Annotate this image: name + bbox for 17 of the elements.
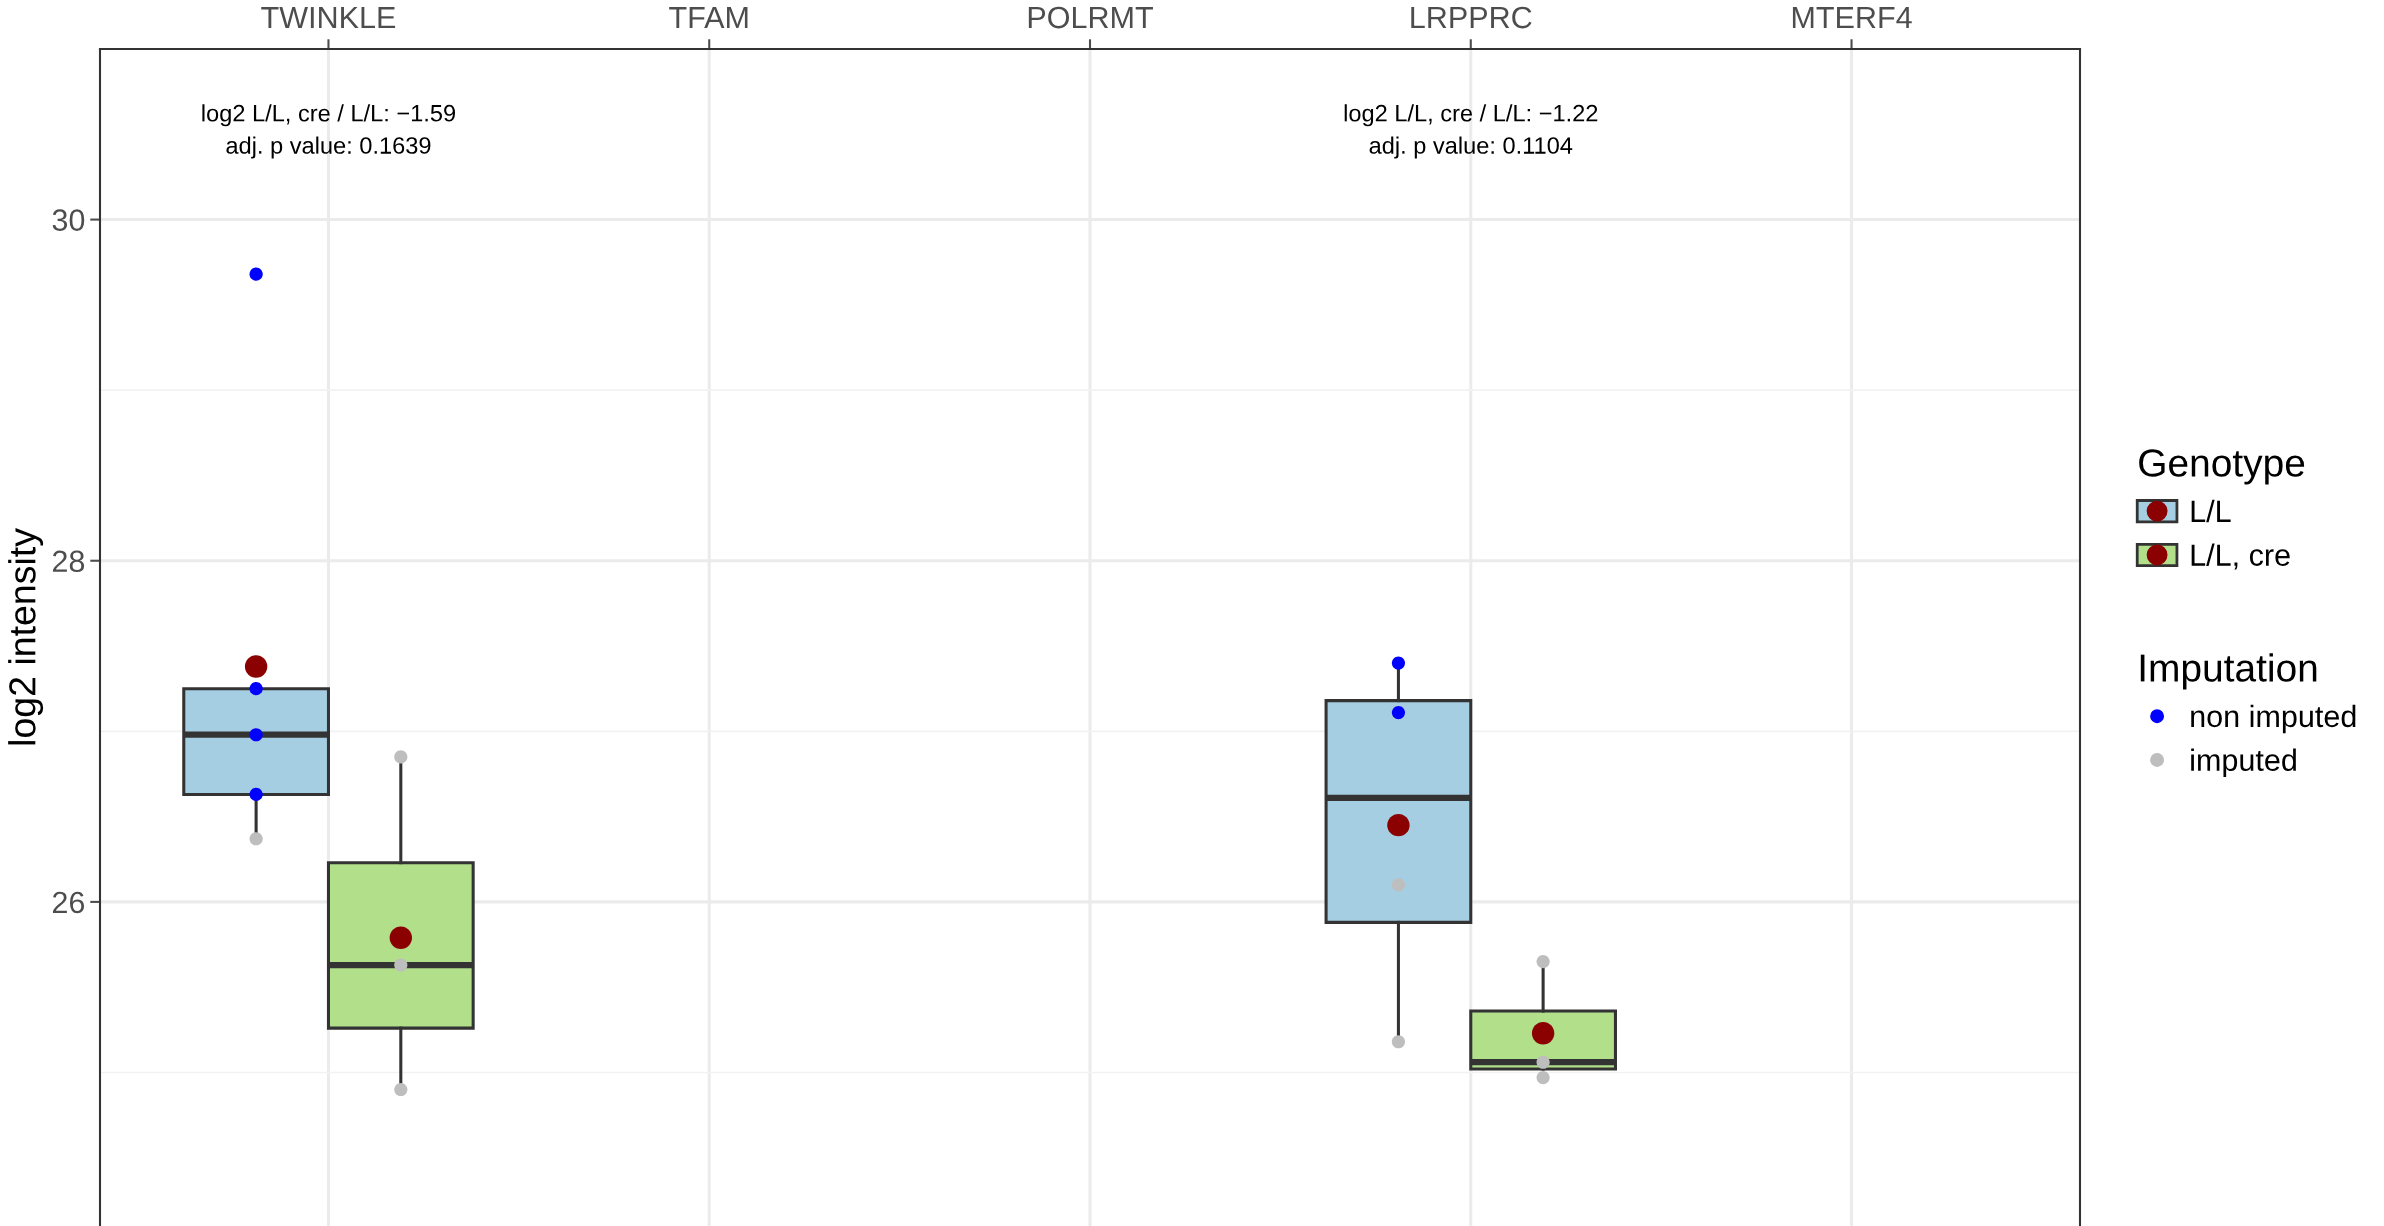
text: Genotype [2139, 449, 2305, 485]
x-tick-label: TWINKLE [261, 7, 396, 29]
y-axis-title: log2 intensity [8, 528, 44, 745]
y-tick-label: 28 [52, 550, 85, 573]
y-tick-label: 30 [52, 209, 85, 231]
legend-label: L/L [2191, 499, 2231, 523]
annotation: log2 L/L, cre / L/L: −1.22 adj. p value: 0.1104 [1344, 104, 1598, 159]
x-tick-label: TFAM [669, 7, 748, 29]
text: Imputation [2140, 653, 2317, 690]
annotation: log2 L/L, cre / L/L: −1.59 adj. p value: 0.1639 [202, 104, 456, 159]
x-tick-label: LRPPRC [1411, 6, 1532, 29]
legend-label: L/L, cre [2191, 543, 2290, 570]
x-tick-label: POLRMT [1028, 6, 1153, 29]
legend-label: non imputed [2191, 704, 2356, 734]
legend-label: imputed [2191, 748, 2296, 777]
y-tick-label: 26 [52, 891, 85, 914]
x-tick-label: MTERF4 [1792, 7, 1912, 29]
